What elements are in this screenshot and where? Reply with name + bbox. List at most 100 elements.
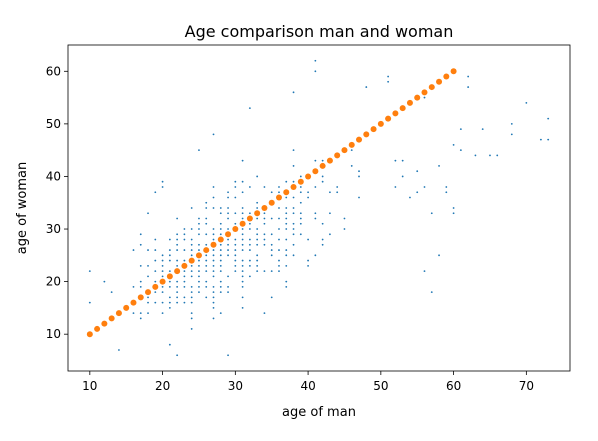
scatter-point	[198, 281, 200, 283]
scatter-point	[424, 97, 426, 99]
scatter-point	[424, 186, 426, 188]
scatter-point	[205, 281, 207, 283]
scatter-point	[154, 191, 156, 193]
scatter-point	[198, 249, 200, 251]
scatter-point	[162, 265, 164, 267]
scatter-point	[198, 218, 200, 220]
scatter-point	[176, 218, 178, 220]
identity-marker	[276, 194, 282, 200]
scatter-point	[191, 275, 193, 277]
scatter-point	[293, 207, 295, 209]
scatter-point	[191, 296, 193, 298]
scatter-point	[198, 228, 200, 230]
scatter-point	[249, 107, 251, 109]
scatter-point	[220, 254, 222, 256]
scatter-point	[234, 249, 236, 251]
scatter-point	[213, 291, 215, 293]
identity-marker	[443, 74, 449, 80]
scatter-point	[227, 197, 229, 199]
scatter-point	[278, 249, 280, 251]
scatter-point	[300, 223, 302, 225]
scatter-point	[256, 233, 258, 235]
identity-marker	[145, 289, 151, 295]
identity-marker	[356, 137, 362, 143]
scatter-point	[169, 344, 171, 346]
scatter-point	[227, 291, 229, 293]
scatter-point	[453, 212, 455, 214]
scatter-point	[482, 128, 484, 130]
scatter-point	[242, 207, 244, 209]
scatter-point	[387, 81, 389, 83]
scatter-point	[234, 212, 236, 214]
scatter-point	[256, 265, 258, 267]
scatter-point	[227, 354, 229, 356]
scatter-point	[285, 212, 287, 214]
scatter-point	[169, 270, 171, 272]
scatter-point	[293, 244, 295, 246]
scatter-point	[249, 228, 251, 230]
scatter-point	[162, 260, 164, 262]
scatter-point	[351, 165, 353, 167]
scatter-point	[264, 186, 266, 188]
scatter-point	[162, 181, 164, 183]
scatter-point	[169, 296, 171, 298]
y-tick-label: 60	[46, 64, 61, 78]
scatter-point	[176, 244, 178, 246]
scatter-point	[162, 302, 164, 304]
scatter-point	[140, 281, 142, 283]
scatter-point	[249, 244, 251, 246]
scatter-point	[314, 60, 316, 62]
identity-marker	[247, 216, 253, 222]
scatter-point	[234, 254, 236, 256]
scatter-point	[198, 233, 200, 235]
scatter-point	[394, 160, 396, 162]
scatter-point	[438, 254, 440, 256]
scatter-point	[293, 91, 295, 93]
scatter-point	[242, 239, 244, 241]
scatter-point	[184, 239, 186, 241]
scatter-point	[394, 186, 396, 188]
scatter-point	[249, 223, 251, 225]
scatter-point	[249, 260, 251, 262]
scatter-point	[176, 296, 178, 298]
identity-marker	[211, 242, 217, 248]
scatter-point	[300, 191, 302, 193]
scatter-point	[140, 318, 142, 320]
scatter-point	[314, 254, 316, 256]
identity-marker	[261, 205, 267, 211]
scatter-point	[453, 144, 455, 146]
scatter-point	[249, 249, 251, 251]
scatter-point	[475, 155, 477, 157]
scatter-point	[147, 296, 149, 298]
identity-marker	[341, 147, 347, 153]
scatter-point	[227, 239, 229, 241]
scatter-point	[162, 312, 164, 314]
scatter-point	[227, 249, 229, 251]
scatter-point	[264, 218, 266, 220]
scatter-point	[176, 233, 178, 235]
scatter-point	[213, 233, 215, 235]
x-tick-label: 70	[519, 379, 534, 393]
scatter-point	[242, 281, 244, 283]
x-tick-label: 20	[155, 379, 170, 393]
scatter-point	[176, 286, 178, 288]
scatter-point	[278, 228, 280, 230]
scatter-point	[314, 186, 316, 188]
scatter-point	[278, 218, 280, 220]
scatter-point	[205, 286, 207, 288]
scatter-point	[234, 260, 236, 262]
scatter-point	[220, 270, 222, 272]
identity-marker	[130, 300, 136, 306]
scatter-point	[271, 218, 273, 220]
scatter-point	[220, 212, 222, 214]
identity-marker	[116, 310, 122, 316]
scatter-point	[133, 249, 135, 251]
identity-marker	[320, 163, 326, 169]
scatter-point	[256, 218, 258, 220]
identity-marker	[429, 84, 435, 90]
scatter-point	[256, 202, 258, 204]
scatter-point	[264, 244, 266, 246]
scatter-point	[176, 239, 178, 241]
scatter-point	[264, 212, 266, 214]
scatter-point	[264, 239, 266, 241]
